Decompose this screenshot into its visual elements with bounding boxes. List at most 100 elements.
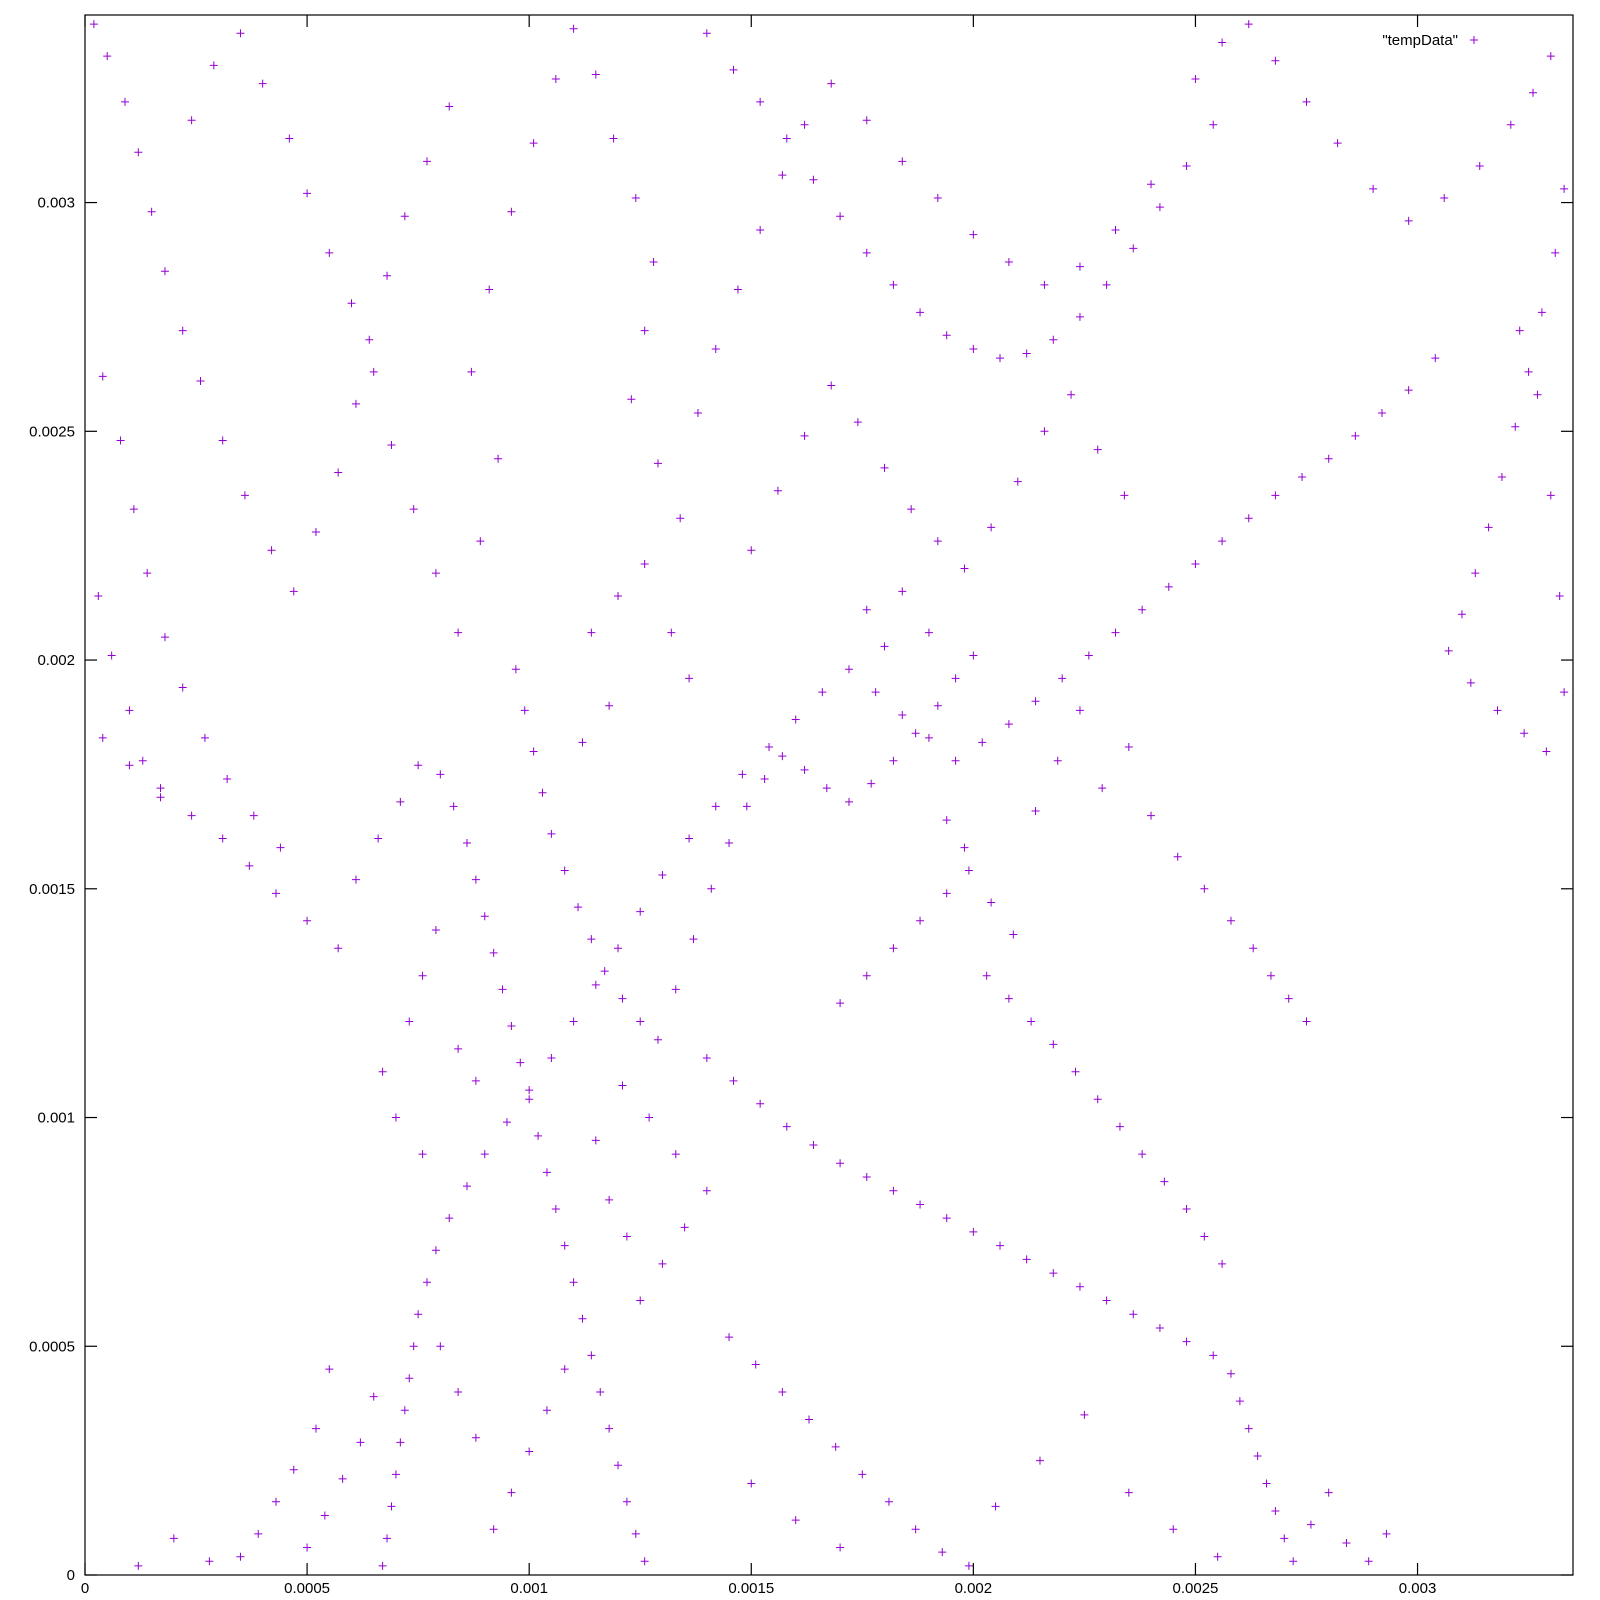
data-point bbox=[640, 1557, 649, 1566]
data-point bbox=[1084, 651, 1093, 660]
data-point bbox=[933, 537, 942, 546]
data-point bbox=[791, 1516, 800, 1525]
data-point bbox=[1284, 994, 1293, 1003]
data-point bbox=[862, 971, 871, 980]
data-point bbox=[436, 770, 445, 779]
data-point bbox=[907, 505, 916, 514]
data-point bbox=[1226, 916, 1235, 925]
data-point bbox=[933, 701, 942, 710]
data-point bbox=[431, 925, 440, 934]
data-point bbox=[1444, 646, 1453, 655]
data-point bbox=[547, 829, 556, 838]
data-point bbox=[103, 52, 112, 61]
data-point bbox=[391, 1470, 400, 1479]
data-point bbox=[800, 765, 809, 774]
data-point bbox=[480, 1150, 489, 1159]
legend-marker-symbol bbox=[1470, 36, 1478, 44]
data-point bbox=[1138, 605, 1147, 614]
data-point bbox=[671, 985, 680, 994]
data-point bbox=[1004, 994, 1013, 1003]
data-point bbox=[1378, 409, 1386, 418]
data-point bbox=[649, 258, 658, 267]
data-point bbox=[844, 797, 853, 806]
data-point bbox=[525, 1095, 534, 1104]
data-point bbox=[791, 715, 800, 724]
data-point bbox=[1302, 97, 1311, 106]
data-point bbox=[1298, 473, 1307, 482]
x-tick-label: 0.0005 bbox=[284, 1580, 330, 1597]
data-point bbox=[1071, 1067, 1080, 1076]
data-point bbox=[187, 116, 196, 125]
data-point bbox=[1155, 1323, 1164, 1332]
data-point bbox=[1382, 1529, 1391, 1538]
data-point bbox=[587, 935, 596, 944]
y-axis-ticks: 0 0.0005 0.001 0.0015 0.002 0.0025 0.003 bbox=[29, 195, 1573, 1584]
data-point bbox=[1511, 422, 1520, 431]
data-point bbox=[1218, 1259, 1227, 1268]
data-point bbox=[591, 980, 600, 989]
data-point bbox=[405, 1017, 414, 1026]
data-point bbox=[942, 331, 951, 340]
data-point bbox=[751, 1360, 760, 1369]
data-point bbox=[924, 628, 933, 637]
data-point bbox=[1266, 971, 1275, 980]
data-point bbox=[529, 139, 538, 148]
data-point bbox=[631, 193, 640, 202]
data-point bbox=[551, 1205, 560, 1214]
y-tick-label: 0.002 bbox=[37, 652, 75, 669]
data-point bbox=[898, 157, 907, 166]
data-point bbox=[454, 628, 463, 637]
data-point bbox=[587, 1351, 596, 1360]
data-point bbox=[120, 97, 129, 106]
data-point bbox=[569, 1017, 578, 1026]
data-point bbox=[805, 1415, 814, 1424]
data-point bbox=[636, 1296, 645, 1305]
data-point bbox=[969, 1227, 978, 1236]
data-point bbox=[542, 1406, 551, 1415]
data-point bbox=[396, 797, 405, 806]
data-point bbox=[853, 418, 862, 427]
data-point bbox=[756, 1099, 765, 1108]
data-point bbox=[431, 569, 440, 578]
data-point bbox=[618, 994, 627, 1003]
data-point bbox=[462, 1182, 471, 1191]
data-point bbox=[916, 308, 925, 317]
data-point bbox=[462, 839, 471, 848]
data-point bbox=[942, 889, 951, 898]
y-tick-label: 0.003 bbox=[37, 195, 75, 212]
data-point bbox=[1075, 262, 1084, 271]
data-point bbox=[898, 587, 907, 596]
data-point bbox=[991, 1502, 1000, 1511]
data-point bbox=[1169, 1525, 1178, 1534]
data-point bbox=[942, 1214, 951, 1223]
data-point bbox=[1173, 852, 1182, 861]
data-point bbox=[116, 436, 125, 445]
data-point bbox=[1555, 591, 1564, 600]
data-point bbox=[547, 1054, 556, 1063]
x-tick-label: 0.0025 bbox=[1173, 1580, 1219, 1597]
data-point bbox=[729, 1076, 738, 1085]
data-point bbox=[400, 1406, 409, 1415]
y-tick-label: 0.001 bbox=[37, 1110, 75, 1127]
data-point bbox=[987, 898, 996, 907]
data-point bbox=[609, 134, 618, 143]
data-point bbox=[1102, 1296, 1111, 1305]
data-point bbox=[209, 61, 218, 70]
data-point bbox=[196, 376, 205, 385]
data-point bbox=[1497, 473, 1506, 482]
y-tick-label: 0 bbox=[67, 1567, 75, 1584]
data-point bbox=[1027, 1017, 1036, 1026]
data-point bbox=[916, 916, 925, 925]
data-point bbox=[898, 710, 907, 719]
data-point bbox=[1160, 1177, 1169, 1186]
data-point bbox=[347, 299, 356, 308]
data-point bbox=[960, 564, 969, 573]
data-point bbox=[1040, 427, 1049, 436]
data-point bbox=[645, 1113, 654, 1122]
data-point bbox=[1244, 1424, 1253, 1433]
data-point bbox=[431, 1246, 440, 1255]
data-point bbox=[351, 399, 360, 408]
data-point bbox=[405, 1374, 414, 1383]
data-point bbox=[507, 1022, 516, 1031]
data-point bbox=[560, 866, 569, 875]
